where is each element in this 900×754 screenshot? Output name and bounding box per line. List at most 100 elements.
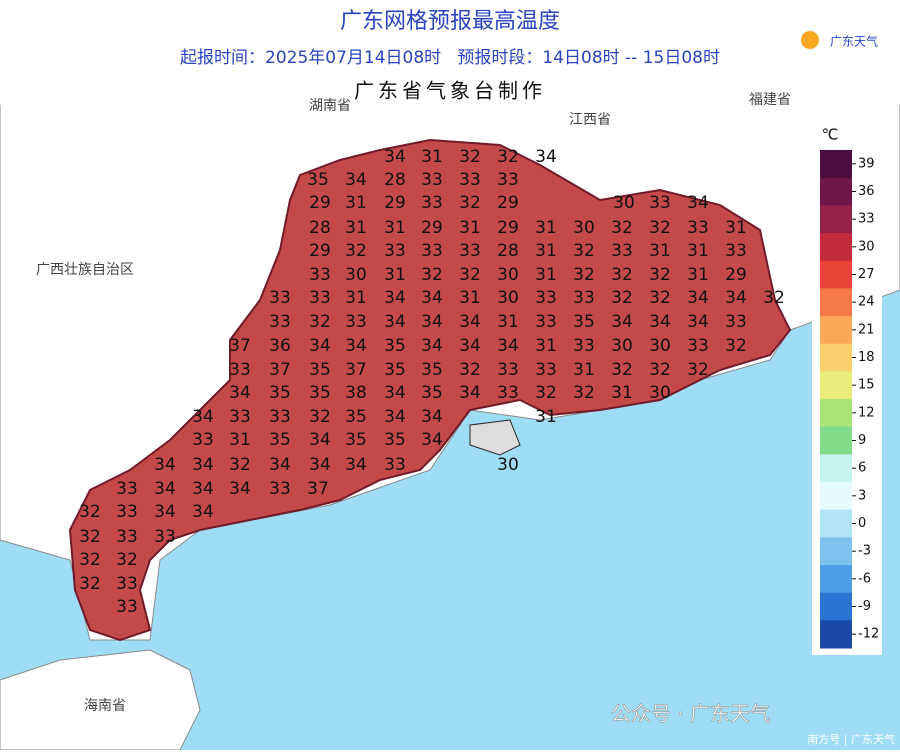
temperature: 28 [309,218,331,238]
title: 广东网格预报最高温度 [340,9,560,34]
header-bg [0,0,900,105]
temperature: 30 [345,265,367,285]
temperature: 32 [611,265,633,285]
temperature: 34 [384,147,406,167]
temperature: 34 [229,479,251,499]
temperature: 38 [345,383,367,403]
temperature: 32 [459,147,481,167]
temperature: 33 [573,288,595,308]
temperature: 33 [687,218,709,238]
temperature: 34 [345,170,367,190]
temperature: 33 [497,383,519,403]
temperature: 33 [573,336,595,356]
temperature: 34 [345,455,367,475]
temperature: 31 [459,218,481,238]
temperature: 34 [687,288,709,308]
temperature: 31 [535,407,557,427]
temperature: 34 [459,312,481,332]
temperature: 34 [497,336,519,356]
temperature: 32 [535,383,557,403]
temperature: 29 [497,193,519,213]
temperature: 32 [687,360,709,380]
region-label: 湖南省 [309,98,351,114]
temperature: 34 [421,336,443,356]
temperature: 35 [309,383,331,403]
temperature: 34 [535,147,557,167]
temperature: 31 [649,241,671,261]
temperature: 32 [229,455,251,475]
temperature: 37 [269,360,291,380]
legend-tick-label: 39 [858,156,875,171]
temperature: 34 [192,455,214,475]
legend-tick-label: 33 [858,212,875,227]
temperature: 33 [116,597,138,617]
temperature: 34 [421,312,443,332]
temperature: 34 [459,336,481,356]
legend-swatch [820,454,852,483]
guangdong [68,138,792,642]
temperature: 35 [269,430,291,450]
temperature: 34 [384,288,406,308]
temperature: 35 [309,360,331,380]
temperature: 33 [725,312,747,332]
temperature: 35 [421,383,443,403]
region-label: 福建省 [749,92,791,108]
temperature: 33 [384,241,406,261]
temperature: 31 [345,218,367,238]
region-label: 江西省 [569,112,611,128]
temperature: 37 [307,479,329,499]
temperature: 35 [345,430,367,450]
temperature: 33 [459,241,481,261]
temperature: 33 [649,193,671,213]
temperature: 33 [611,241,633,261]
footer: 南方号 | 广东天气 [807,732,895,746]
agency: 广东省气象台制作 [354,79,546,103]
temperature: 31 [687,265,709,285]
temperature: 32 [309,312,331,332]
temperature: 35 [421,360,443,380]
temperature: 33 [229,407,251,427]
legend-swatch [820,316,852,345]
legend-swatch [820,509,852,538]
legend-tick-label: 12 [858,405,875,420]
temperature: 29 [309,241,331,261]
legend-swatch [820,205,852,234]
temperature: 31 [345,288,367,308]
temperature: 32 [611,360,633,380]
temperature: 34 [421,288,443,308]
logo: 广东天气 [830,34,878,49]
temperature: 34 [269,455,291,475]
temperature: 32 [459,193,481,213]
temperature: 32 [497,147,519,167]
legend-tick-label: 36 [858,184,875,199]
hongkong [469,419,521,456]
temperature: 33 [116,574,138,594]
temperature: 37 [229,336,251,356]
temperature: 34 [611,312,633,332]
temperature: 33 [725,241,747,261]
temperature: 33 [116,527,138,547]
legend-tick-label: 30 [858,239,875,254]
temperature: 33 [421,241,443,261]
temperature: 31 [611,383,633,403]
temperature: 31 [535,241,557,261]
temperature: 33 [269,312,291,332]
temperature: 32 [611,288,633,308]
logo-icon [801,31,819,49]
temperature: 33 [116,502,138,522]
temperature: 33 [269,288,291,308]
legend-swatch [820,260,852,289]
temperature: 33 [229,360,251,380]
temperature: 31 [535,265,557,285]
temperature: 35 [384,430,406,450]
legend-swatch [820,288,852,317]
temperature: 31 [421,147,443,167]
temperature: 31 [459,288,481,308]
temperature: 32 [611,218,633,238]
temperature: 34 [192,502,214,522]
temperature: 32 [79,574,101,594]
temperature: 33 [384,455,406,475]
temperature: 34 [725,288,747,308]
temperature: 29 [421,218,443,238]
temperature: 35 [307,170,329,190]
